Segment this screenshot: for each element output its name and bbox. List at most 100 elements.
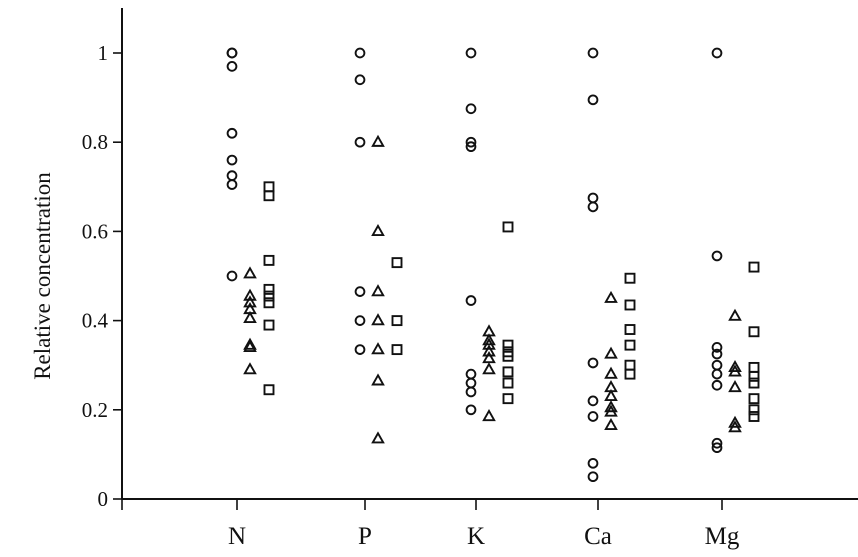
- square-point: [624, 339, 636, 351]
- triangle-point: [482, 351, 496, 364]
- y-tick-label: 0.4: [82, 309, 109, 333]
- triangle-point: [243, 266, 257, 279]
- tick-marks: [113, 52, 723, 510]
- y-tick-label: 1: [98, 41, 109, 65]
- x-tick-label: Mg: [705, 523, 740, 550]
- triangle-point: [243, 295, 257, 308]
- circle-point: [354, 286, 366, 297]
- x-tick-label: P: [358, 523, 372, 550]
- circle-point: [711, 379, 723, 391]
- triangle-point: [243, 339, 257, 352]
- triangle-point: [604, 404, 618, 417]
- circle-point: [465, 368, 477, 380]
- circle-point: [587, 47, 599, 59]
- circle-point: [226, 127, 238, 139]
- circle-point: [465, 141, 477, 153]
- circle-point: [587, 201, 599, 213]
- triangle-point: [243, 310, 257, 323]
- square-point: [624, 368, 636, 380]
- triangle-point: [482, 337, 496, 350]
- square-point: [502, 393, 514, 405]
- circle-point: [226, 179, 238, 190]
- triangle-point: [728, 380, 742, 393]
- square-point: [748, 261, 760, 273]
- square-point: [748, 361, 760, 373]
- circle-point: [465, 103, 477, 115]
- circle-point: [587, 471, 599, 483]
- square-point: [391, 344, 403, 356]
- circle-point: [226, 47, 238, 59]
- y-tick-label: 0.2: [82, 398, 108, 422]
- circle-point: [465, 136, 477, 148]
- triangle-point: [728, 308, 742, 321]
- triangle-point: [243, 337, 257, 350]
- axes: [121, 8, 858, 500]
- square-point: [748, 404, 760, 416]
- circle-point: [711, 437, 723, 449]
- circle-point: [587, 192, 599, 204]
- square-point: [391, 257, 403, 269]
- circle-point: [354, 74, 366, 86]
- square-point: [502, 221, 514, 233]
- circle-point: [465, 47, 477, 59]
- circle-point: [587, 411, 599, 422]
- circle-point: [587, 357, 599, 369]
- triangle-point: [371, 134, 385, 147]
- circle-point: [354, 344, 366, 355]
- y-axis-label: Relative concentration: [30, 172, 55, 380]
- square-point: [263, 384, 275, 396]
- circle-point: [465, 404, 477, 416]
- square-point: [263, 290, 275, 302]
- square-point: [263, 297, 275, 309]
- square-point: [263, 319, 275, 331]
- circle-point: [587, 457, 599, 469]
- y-tick-label: 0: [98, 487, 109, 511]
- tick-labels: 0 0.2 0.4 0.6 0.8 1 N P K Ca Mg: [82, 41, 740, 550]
- data-points: [226, 47, 760, 483]
- triangle-point: [604, 417, 618, 431]
- square-point: [748, 411, 760, 422]
- triangle-point: [482, 344, 496, 357]
- circle-point: [465, 386, 477, 398]
- circle-point: [226, 61, 238, 72]
- circle-point: [465, 377, 477, 389]
- circle-point: [711, 250, 723, 262]
- circle-point: [711, 47, 723, 59]
- x-tick-label: K: [467, 523, 485, 550]
- triangle-point: [482, 409, 496, 422]
- triangle-point: [604, 388, 618, 402]
- square-point: [624, 272, 636, 284]
- square-point: [624, 324, 636, 335]
- circle-point: [711, 359, 723, 371]
- circle-point: [587, 395, 599, 407]
- square-point: [624, 359, 636, 371]
- circle-point: [711, 348, 723, 360]
- triangle-point: [371, 284, 385, 297]
- triangle-point: [371, 313, 385, 326]
- square-point: [502, 366, 514, 378]
- circle-point: [226, 170, 238, 182]
- triangle-point: [604, 290, 618, 303]
- x-tick-label: N: [228, 523, 246, 550]
- triangle-point: [728, 415, 742, 428]
- circle-point: [354, 47, 366, 59]
- circle-point: [465, 295, 477, 306]
- triangle-point: [604, 400, 618, 413]
- triangle-point: [243, 288, 257, 301]
- square-point: [502, 377, 514, 389]
- triangle-point: [371, 431, 385, 444]
- triangle-point: [604, 366, 618, 379]
- circle-point: [354, 315, 366, 326]
- circle-point: [354, 136, 366, 148]
- square-point: [263, 190, 275, 202]
- circle-point: [226, 270, 238, 282]
- circle-point: [711, 442, 723, 454]
- square-point: [263, 181, 275, 193]
- square-point: [748, 393, 760, 405]
- triangle-point: [482, 362, 496, 375]
- circle-point: [587, 94, 599, 106]
- triangle-point: [243, 362, 257, 375]
- triangle-point: [728, 359, 742, 373]
- triangle-point: [604, 346, 618, 359]
